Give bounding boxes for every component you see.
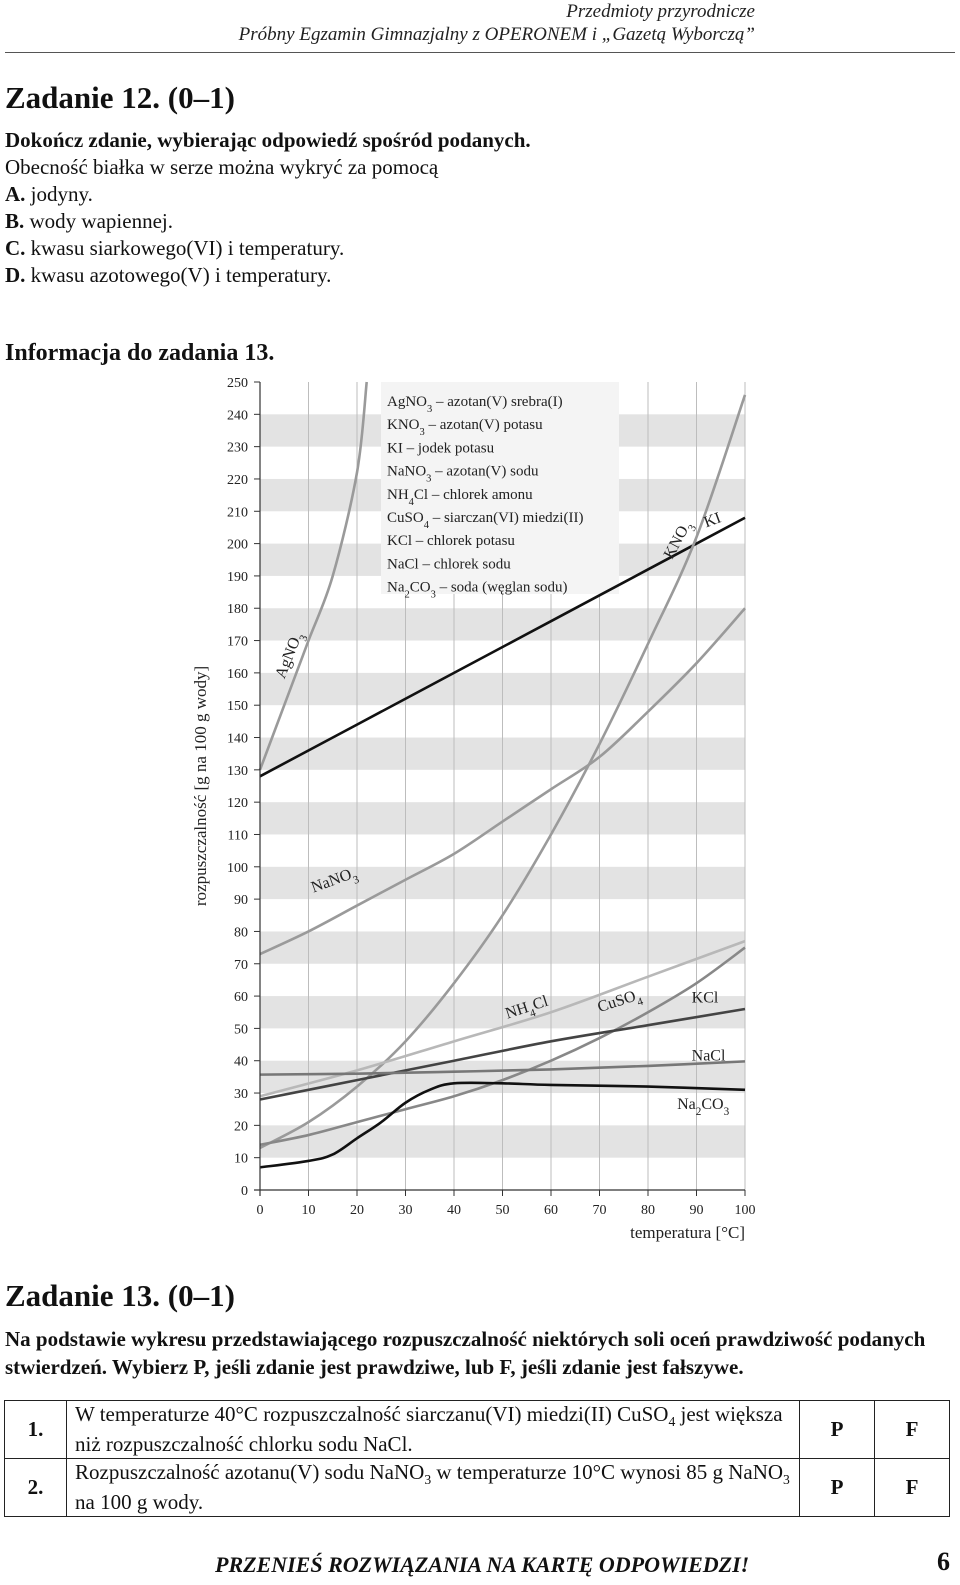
y-tick-label: 90: [234, 893, 248, 908]
y-tick-label: 110: [228, 828, 248, 843]
footer-note: PRZENIEŚ ROZWIĄZANIA NA KARTĘ ODPOWIEDZI…: [215, 1552, 750, 1577]
y-tick-label: 230: [227, 441, 248, 456]
x-tick-label: 100: [735, 1203, 756, 1218]
y-tick-label: 160: [227, 667, 248, 682]
y-tick-label: 80: [234, 925, 248, 940]
y-tick-label: 190: [227, 570, 248, 585]
task12-option-c[interactable]: C. kwasu siarkowego(VI) i temperatury.: [5, 236, 345, 260]
x-tick-label: 70: [593, 1203, 607, 1218]
curve-label: NaCl: [692, 1048, 726, 1065]
solubility-chart: 0102030405060708090100110120130140150160…: [191, 376, 756, 1242]
y-tick-label: 40: [234, 1055, 248, 1070]
y-tick-label: 220: [227, 473, 248, 488]
true-false-table: 1. W temperaturze 40°C rozpuszczalność s…: [4, 1399, 950, 1518]
task12-instruction: Dokończ zdanie, wybierając odpowiedź spo…: [5, 128, 531, 152]
row-number: 1.: [4, 1399, 67, 1460]
statement-1: W temperaturze 40°C rozpuszczalność siar…: [66, 1399, 800, 1460]
y-tick-label: 240: [227, 408, 248, 423]
task12-option-d[interactable]: D. kwasu azotowego(V) i temperatury.: [5, 263, 332, 287]
x-tick-label: 60: [544, 1203, 558, 1218]
y-tick-label: 30: [234, 1087, 248, 1102]
y-tick-label: 140: [227, 732, 248, 747]
answer-p-1[interactable]: P: [799, 1399, 875, 1460]
series-line-na2co3: [259, 1081, 746, 1169]
y-tick-label: 60: [234, 990, 248, 1005]
y-tick-label: 180: [227, 602, 248, 617]
task13-prompt: Na podstawie wykresu przedstawiającego r…: [5, 1327, 926, 1379]
y-tick-label: 150: [227, 699, 248, 714]
x-tick-label: 20: [350, 1203, 364, 1218]
legend-item: Na2CO3 – soda (węglan sodu): [387, 580, 567, 601]
task12-stem: Obecność białka w serze można wykryć za …: [5, 155, 439, 179]
curve-label: KCl: [692, 990, 719, 1007]
x-tick-label: 90: [690, 1203, 704, 1218]
y-tick-label: 50: [234, 1022, 248, 1037]
series-line-nacl: [259, 1060, 746, 1076]
x-tick-label: 0: [257, 1203, 264, 1218]
series-line-nano3: [259, 607, 746, 956]
header-exam: Próbny Egzamin Gimnazjalny z OPERONEM i …: [238, 24, 755, 45]
x-tick-label: 40: [447, 1203, 461, 1218]
legend-item: KI – jodek potasu: [387, 440, 495, 456]
legend-box: [381, 382, 619, 594]
y-tick-label: 0: [241, 1184, 248, 1199]
legend-item: KCl – chlorek potasu: [387, 533, 515, 549]
x-axis-label: temperatura [°C]: [630, 1223, 745, 1242]
table-row: 2. Rozpuszczalność azotanu(V) sodu NaNO3…: [4, 1458, 950, 1518]
legend-item: CuSO4 – siarczan(VI) miedzi(II): [387, 510, 583, 531]
y-tick-label: 130: [227, 764, 248, 779]
x-tick-label: 80: [641, 1203, 655, 1218]
legend-item: NaCl – chlorek sodu: [387, 556, 511, 572]
header-subject: Przedmioty przyrodnicze: [566, 1, 755, 22]
y-tick-label: 20: [234, 1119, 248, 1134]
x-tick-label: 50: [496, 1203, 510, 1218]
y-tick-label: 10: [234, 1152, 248, 1167]
series-line-cuso4: [259, 946, 746, 1147]
table-row: 1. W temperaturze 40°C rozpuszczalność s…: [4, 1399, 950, 1460]
y-tick-label: 210: [227, 505, 248, 520]
y-tick-label: 70: [234, 958, 248, 973]
series-line-kcl: [259, 1007, 746, 1101]
series-line-kno3: [259, 394, 747, 1150]
y-tick-label: 250: [227, 376, 248, 391]
y-tick-label: 200: [227, 538, 248, 553]
info13-heading: Informacja do zadania 13.: [5, 340, 275, 366]
row-number: 2.: [4, 1458, 67, 1518]
series-line-agno3: [258, 381, 368, 771]
series-line-ki: [259, 516, 746, 778]
curve-label: NH4Cl: [503, 993, 552, 1028]
task12-title: Zadanie 12. (0–1): [5, 80, 235, 115]
header-divider: [5, 52, 955, 53]
legend-item: NaNO3 – azotan(V) sodu: [387, 464, 539, 485]
answer-p-2[interactable]: P: [799, 1458, 875, 1518]
page-number: 6: [937, 1547, 950, 1576]
y-tick-label: 120: [227, 796, 248, 811]
y-axis-label: rozpuszczalność [g na 100 g wody]: [191, 666, 210, 906]
answer-f-1[interactable]: F: [874, 1399, 950, 1460]
task13-title: Zadanie 13. (0–1): [5, 1278, 235, 1313]
task12-option-b[interactable]: B. wody wapiennej.: [5, 209, 173, 233]
curve-label: KI: [702, 509, 724, 531]
task12-option-a[interactable]: A. jodyny.: [5, 182, 93, 206]
x-tick-label: 10: [302, 1203, 316, 1218]
statement-2: Rozpuszczalność azotanu(V) sodu NaNO3 w …: [66, 1458, 800, 1518]
y-tick-label: 100: [227, 861, 248, 876]
curve-label: Na2CO3: [677, 1096, 729, 1118]
legend-item: KNO3 – azotan(V) potasu: [387, 417, 543, 438]
x-tick-label: 30: [399, 1203, 413, 1218]
answer-f-2[interactable]: F: [874, 1458, 950, 1518]
legend-item: NH4Cl – chlorek amonu: [387, 487, 533, 508]
y-tick-label: 170: [227, 635, 248, 650]
page-header: Przedmioty przyrodnicze Próbny Egzamin G…: [200, 0, 755, 46]
legend-item: AgNO3 – azotan(V) srebra(I): [387, 394, 563, 415]
